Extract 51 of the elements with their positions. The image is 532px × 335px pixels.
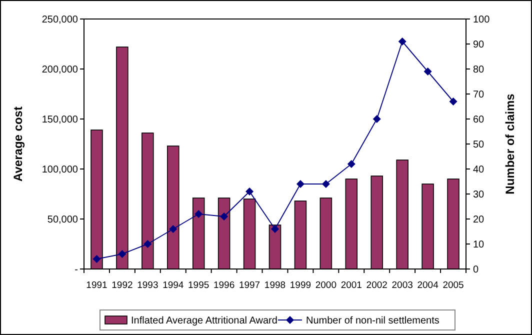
y2-tick-label: 70 bbox=[473, 90, 485, 100]
x-tick-label: 2000 bbox=[315, 280, 337, 291]
x-tick-label: 1997 bbox=[238, 280, 260, 291]
point bbox=[296, 180, 304, 188]
x-tick-label: 2004 bbox=[417, 280, 438, 291]
point bbox=[424, 68, 432, 76]
x-tick-label: 1993 bbox=[137, 280, 158, 291]
x-tick-label: 2003 bbox=[392, 280, 413, 291]
point bbox=[92, 255, 101, 263]
y-tick-label: 200,000 bbox=[42, 64, 78, 76]
y2-tick-label: 90 bbox=[473, 40, 485, 50]
y2-tick-label: 80 bbox=[473, 64, 485, 76]
point bbox=[398, 38, 406, 46]
x-tick-label: 1991 bbox=[86, 280, 108, 291]
x-tick-label: 1996 bbox=[213, 280, 235, 291]
point bbox=[220, 212, 228, 220]
point bbox=[449, 98, 458, 106]
point bbox=[322, 180, 330, 188]
x-tick-label: 1998 bbox=[264, 280, 286, 291]
y-axis-title: Average cost bbox=[11, 106, 25, 182]
y2-tick-label: 40 bbox=[473, 164, 485, 176]
x-tick-label: 1994 bbox=[162, 280, 184, 291]
point bbox=[118, 250, 126, 258]
point bbox=[372, 115, 381, 123]
point bbox=[194, 210, 203, 218]
y2-tick-label: 50 bbox=[473, 140, 485, 150]
y2-axis-title: Number of claims bbox=[503, 93, 517, 194]
y2-tick-label: 20 bbox=[473, 214, 485, 226]
x-tick-label: 2002 bbox=[366, 280, 388, 291]
legend-label: Number of non-nil settlements bbox=[306, 316, 440, 326]
y-tick-label: - bbox=[74, 264, 78, 276]
y2-tick-label: 30 bbox=[473, 190, 485, 200]
point bbox=[144, 240, 152, 248]
y-tick-label: 150,000 bbox=[42, 114, 78, 126]
legend-label: Inflated Average Attritional Award bbox=[131, 316, 278, 326]
point bbox=[169, 225, 178, 233]
point bbox=[347, 160, 356, 168]
x-tick-label: 2001 bbox=[340, 280, 362, 291]
y2-tick-label: 60 bbox=[473, 114, 485, 126]
x-tick-label: 1995 bbox=[188, 280, 210, 291]
y-tick-label: 50,000 bbox=[47, 214, 78, 226]
point bbox=[246, 188, 254, 196]
y-tick-label: 100,000 bbox=[42, 164, 78, 176]
y2-tick-label: 10 bbox=[473, 240, 485, 250]
y2-tick-label: 100 bbox=[473, 14, 490, 26]
x-tick-label: 1992 bbox=[112, 280, 133, 291]
y-tick-label: 250,000 bbox=[42, 14, 78, 26]
x-tick-label: 1999 bbox=[290, 280, 312, 291]
point bbox=[271, 225, 279, 233]
x-tick-label: 2005 bbox=[442, 280, 464, 291]
y2-tick-label: 0 bbox=[473, 264, 479, 276]
